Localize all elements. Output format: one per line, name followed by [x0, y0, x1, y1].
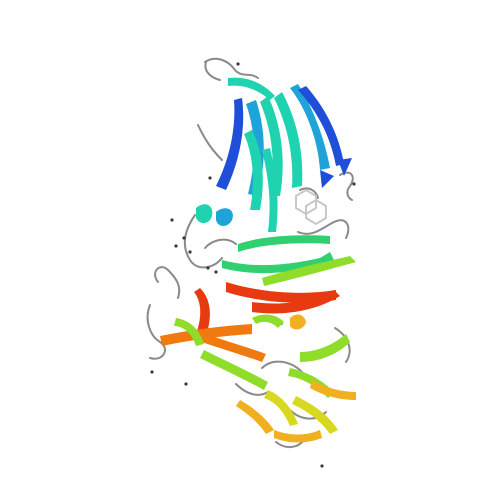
middle-strands — [194, 235, 356, 336]
upper-domain-strands — [196, 77, 352, 232]
lower-domain-strands — [160, 314, 356, 443]
ligand-ring — [295, 188, 327, 226]
solvent-dots — [150, 62, 356, 468]
